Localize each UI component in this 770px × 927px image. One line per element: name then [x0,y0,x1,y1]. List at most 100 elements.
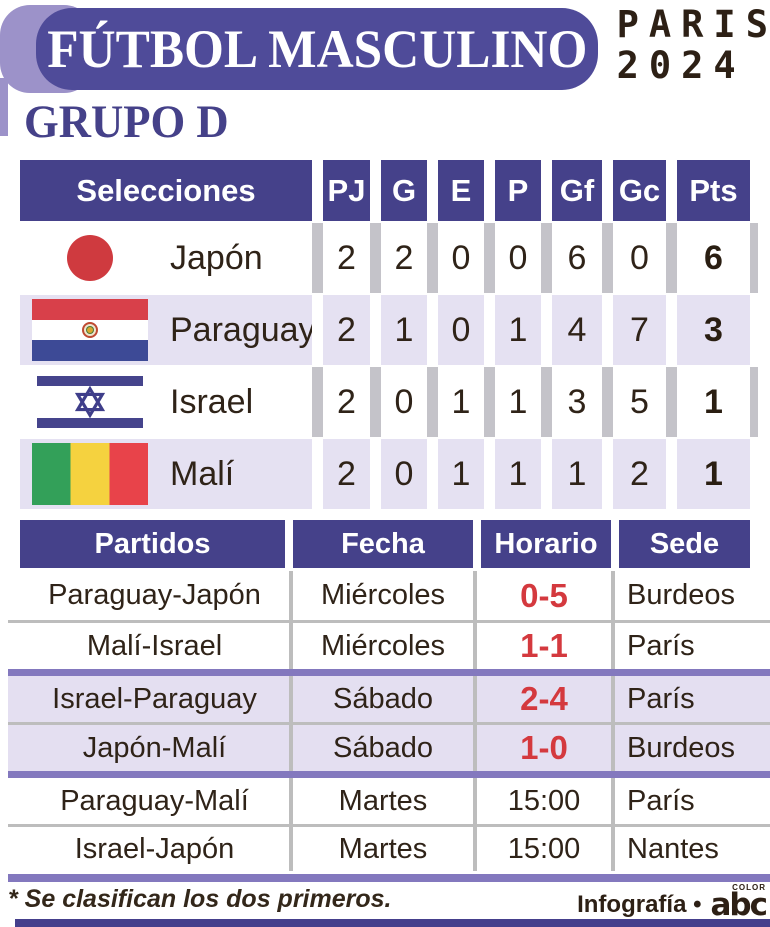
stat-pj: 2 [323,367,370,437]
match-score: 1-0 [473,725,611,771]
header-accent-tail [0,78,8,136]
stat-p: 1 [495,295,541,365]
standings-row-mali: Malí 2 0 1 1 1 2 1 [20,439,758,509]
col-header-pts: Pts [677,160,750,221]
abc-logo-text: abc [710,887,768,923]
group-title: GRUPO D [24,96,229,148]
paris-2024-line2: 2024 [616,44,746,87]
stat-e: 0 [438,223,484,293]
abc-color-logo: COLOR abc [710,883,768,923]
match-score: 2-4 [473,676,611,722]
match-venue: París [611,623,750,669]
row-divider [8,824,770,827]
page-title: FÚTBOL MASCULINO [46,19,588,79]
stat-g: 2 [381,223,427,293]
standings-row-israel: Israel 2 0 1 1 3 5 1 [20,367,758,437]
match-name: Paraguay-Japón [48,579,261,611]
stat-pj: 2 [323,295,370,365]
match-venue: Nantes [611,827,750,871]
credit-line: Infografía • COLOR abc [577,883,768,923]
match-name: Israel-Paraguay [52,682,257,715]
credit-text: Infografía • [577,891,702,918]
match-date: Sábado [289,676,473,722]
col-header-g: G [381,160,427,221]
stat-gc: 0 [613,223,666,293]
col-header-p: P [495,160,541,221]
col-header-fecha: Fecha [293,520,473,568]
col-header-selecciones: Selecciones [20,160,312,221]
match-venue: Burdeos [611,725,750,771]
match-row: Paraguay-Japón Miércoles 0-5 Burdeos [20,571,750,620]
match-name: Japón-Malí [82,731,227,764]
match-score: 0-5 [473,571,611,620]
stat-gc: 2 [613,439,666,509]
stat-e: 0 [438,295,484,365]
stat-pts: 3 [677,295,750,365]
col-header-e: E [438,160,484,221]
match-time: 15:00 [473,778,611,824]
header-banner: FÚTBOL MASCULINO [36,8,598,90]
match-date: Miércoles [289,623,473,669]
japan-flag [32,227,148,289]
col-header-pj: PJ [323,160,370,221]
bottom-bar [15,919,770,927]
match-row: Malí-Israel Miércoles 1-1 París [20,623,750,669]
stat-p: 1 [495,439,541,509]
stat-gf: 6 [552,223,602,293]
standings-row-japon: Japón 2 2 0 0 6 0 6 [20,223,758,293]
standings-row-paraguay: Paraguay 2 1 0 1 4 7 3 [20,295,758,365]
stat-pts: 6 [677,223,750,293]
abc-logo-small-text: COLOR [732,883,766,892]
stat-pj: 2 [323,223,370,293]
matches-table: Partidos Fecha Horario Sede Paraguay-Jap… [8,520,770,871]
match-venue: Burdeos [611,571,750,620]
standings-header-strip: PJ G E P Gf Gc Pts [312,160,758,221]
star-of-david-icon [74,385,106,419]
stat-gf: 4 [552,295,602,365]
paris-2024-line1: PARIS [616,3,770,46]
match-venue: París [611,676,750,722]
mali-flag [32,443,148,505]
match-row: Paraguay-Malí Martes 15:00 París [20,778,750,824]
stat-p: 0 [495,223,541,293]
standings-header-row: Selecciones PJ G E P Gf Gc Pts [20,160,758,221]
match-row: Israel-Japón Martes 15:00 Nantes [20,827,750,871]
match-name: Paraguay-Malí [60,784,249,817]
stat-g: 0 [381,367,427,437]
match-row: Japón-Malí Sábado 1-0 Burdeos [20,725,750,771]
match-name: Israel-Japón [74,832,235,865]
col-header-gc: Gc [613,160,666,221]
match-date: Martes [289,827,473,871]
match-time: 15:00 [473,827,611,871]
israel-flag [32,375,148,429]
team-name: Paraguay [170,310,316,349]
match-row: Israel-Paraguay Sábado 2-4 París [20,676,750,722]
match-date: Miércoles [289,571,473,620]
standings-table: Selecciones PJ G E P Gf Gc Pts Japón 2 2… [20,160,758,509]
stat-e: 1 [438,439,484,509]
stat-gf: 1 [552,439,602,509]
match-date: Sábado [289,725,473,771]
col-header-gf: Gf [552,160,602,221]
col-header-sede: Sede [619,520,750,568]
stat-g: 1 [381,295,427,365]
row-divider [8,722,770,725]
stat-gc: 7 [613,295,666,365]
stat-pj: 2 [323,439,370,509]
stat-pts: 1 [677,367,750,437]
stat-p: 1 [495,367,541,437]
stat-pts: 1 [677,439,750,509]
row-divider [8,620,770,623]
match-venue: París [611,778,750,824]
paraguay-flag-emblem [82,322,98,338]
highlighted-matches-band: Israel-Paraguay Sábado 2-4 París Japón-M… [8,669,770,778]
qualification-note: * Se clasifican los dos primeros. [8,885,392,913]
team-name: Malí [170,454,235,493]
team-name: Japón [170,238,263,277]
stat-gf: 3 [552,367,602,437]
stat-e: 1 [438,367,484,437]
matches-header-row: Partidos Fecha Horario Sede [20,520,750,568]
col-header-horario: Horario [481,520,611,568]
japan-flag-disc [67,235,113,281]
team-name: Israel [170,382,254,421]
